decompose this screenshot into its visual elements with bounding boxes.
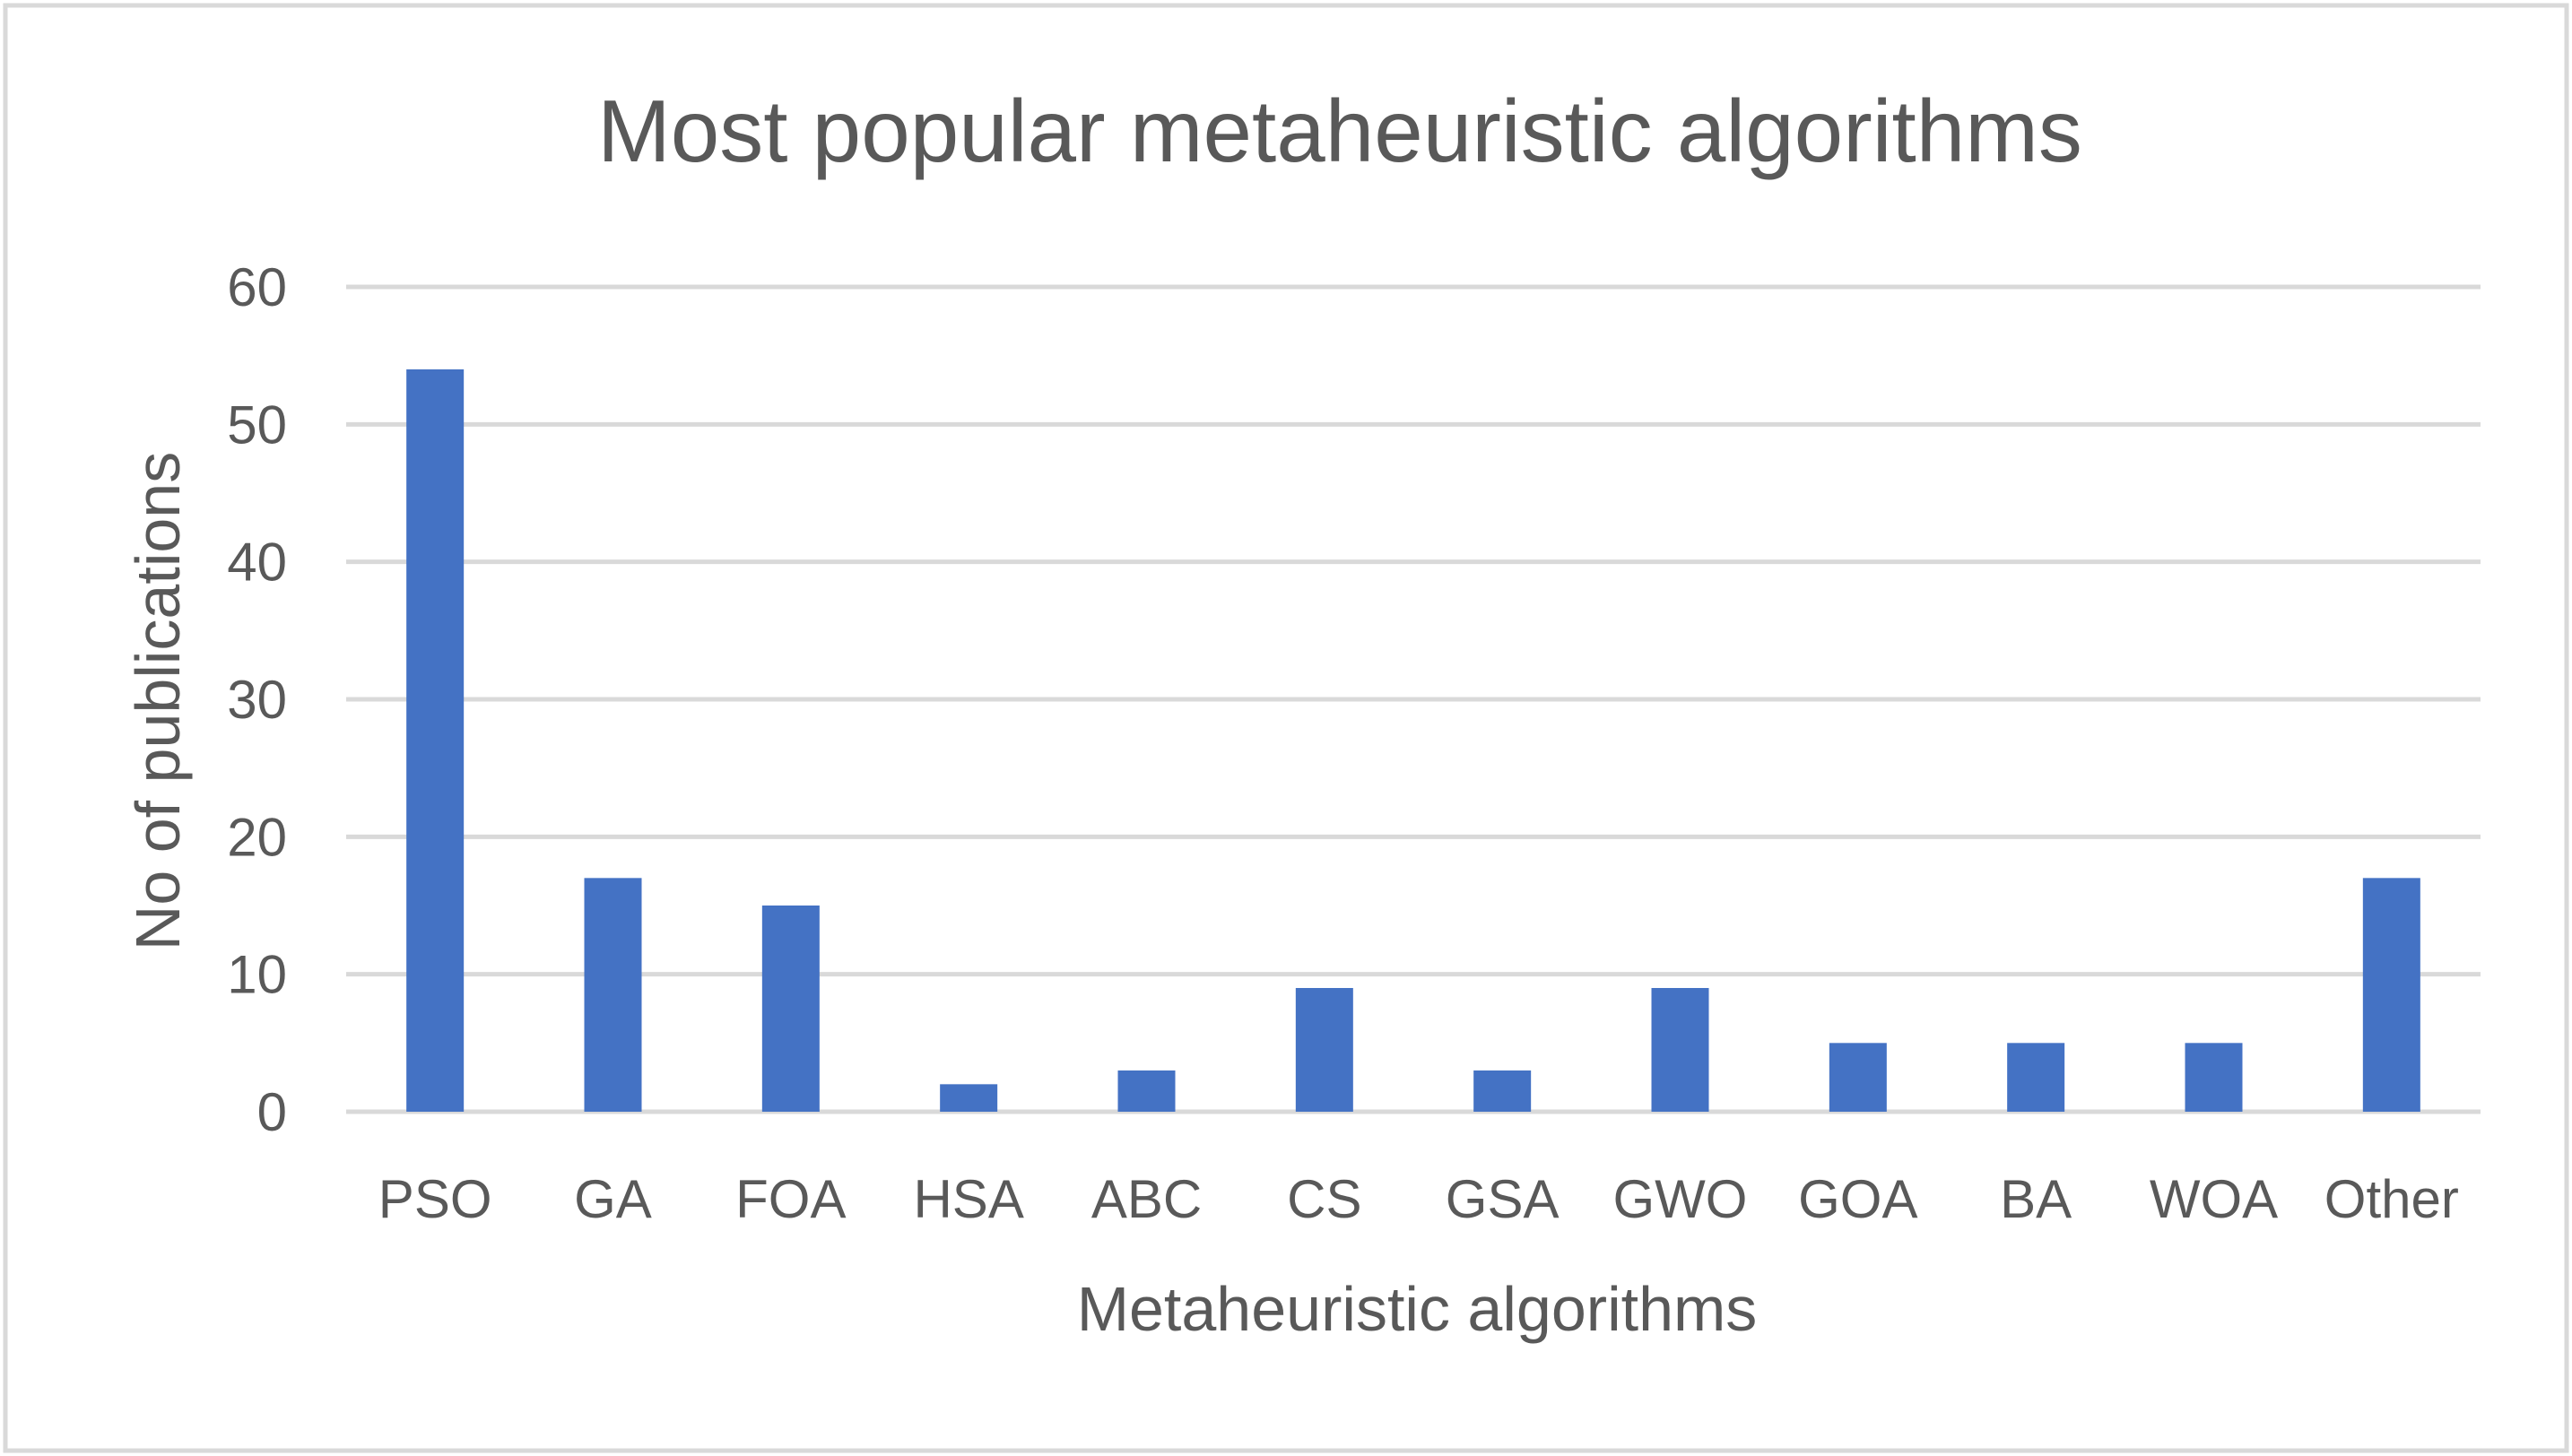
x-tick-label: PSO <box>378 1169 492 1229</box>
bar-cs <box>1295 988 1353 1112</box>
y-axis-title: No of publications <box>123 452 193 950</box>
bar-pso <box>406 369 465 1112</box>
y-tick-label: 40 <box>227 533 287 593</box>
bar-ba <box>2007 1043 2065 1112</box>
bar-woa <box>2185 1043 2243 1112</box>
x-tick-label: Other <box>2324 1169 2459 1229</box>
x-tick-label: CS <box>1287 1169 1361 1229</box>
bar-other <box>2362 878 2420 1112</box>
y-tick-label: 60 <box>227 257 287 317</box>
bar-hsa <box>940 1084 998 1112</box>
x-tick-label: FOA <box>735 1169 846 1229</box>
bar-gsa <box>1473 1070 1532 1112</box>
bar-gwo <box>1651 988 1709 1112</box>
x-axis-ticks: PSO GA FOA HSA ABC CS GSA GWO GOA BA WOA Other <box>378 1169 2459 1229</box>
y-tick-label: 30 <box>227 670 287 730</box>
y-tick-label: 20 <box>227 807 287 867</box>
x-axis-title: Metaheuristic algorithms <box>1077 1274 1758 1344</box>
x-tick-label: BA <box>2000 1169 2072 1229</box>
y-axis-ticks: 0 10 20 30 40 50 60 <box>227 257 287 1142</box>
bars <box>406 369 2420 1112</box>
bar-abc <box>1117 1070 1176 1112</box>
bar-foa <box>761 906 820 1112</box>
bar-ga <box>584 878 642 1112</box>
gridlines <box>346 284 2481 1114</box>
y-tick-label: 0 <box>257 1082 287 1142</box>
y-tick-label: 50 <box>227 394 287 455</box>
x-tick-label: GWO <box>1613 1169 1748 1229</box>
y-tick-label: 10 <box>227 945 287 1005</box>
x-tick-label: HSA <box>913 1169 1023 1229</box>
x-tick-label: GSA <box>1446 1169 1560 1229</box>
chart-border <box>3 3 2569 1453</box>
x-tick-label: WOA <box>2150 1169 2278 1229</box>
x-tick-label: GA <box>574 1169 652 1229</box>
bar-goa <box>1829 1043 1887 1112</box>
x-tick-label: ABC <box>1091 1169 1202 1229</box>
x-tick-label: GOA <box>1798 1169 1917 1229</box>
chart-title: Most popular metaheuristic algorithms <box>597 82 2082 180</box>
